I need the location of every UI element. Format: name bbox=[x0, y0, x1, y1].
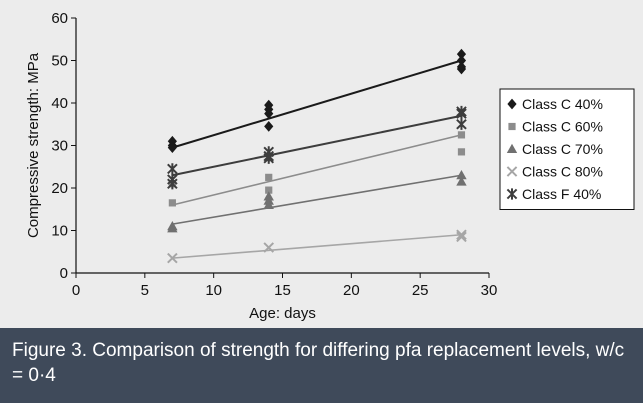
data-point-series-2 bbox=[457, 131, 466, 139]
x-tick-label: 0 bbox=[72, 282, 80, 299]
data-point-series-4 bbox=[456, 231, 467, 243]
legend-label-3: Class C 70% bbox=[522, 141, 603, 157]
legend-label-5: Class F 40% bbox=[522, 186, 601, 202]
data-point-series-3 bbox=[456, 176, 467, 186]
y-tick-label: 20 bbox=[51, 180, 68, 197]
trend-lines bbox=[172, 59, 462, 259]
legend-marker-4 bbox=[506, 166, 518, 177]
axes: 0 10 20 30 40 50 60 0 5 10 15 20 25 30 bbox=[51, 10, 497, 299]
data-point-series-1 bbox=[264, 108, 274, 120]
trend-line-3 bbox=[172, 174, 462, 225]
data-point-series-2 bbox=[457, 148, 466, 156]
y-tick-label: 10 bbox=[51, 223, 68, 240]
x-tick-label: 5 bbox=[141, 282, 149, 299]
data-point-series-2 bbox=[168, 199, 176, 207]
data-point-series-3 bbox=[263, 199, 274, 209]
y-tick-label: 50 bbox=[51, 53, 68, 70]
figure-caption: Figure 3. Comparison of strength for dif… bbox=[0, 328, 643, 403]
data-point-series-5 bbox=[456, 118, 467, 130]
y-tick-label: 30 bbox=[51, 138, 68, 155]
data-point-series-1 bbox=[167, 142, 177, 154]
data-point-series-4 bbox=[263, 242, 275, 253]
y-tick-label: 60 bbox=[51, 10, 68, 27]
data-point-series-5 bbox=[167, 163, 178, 175]
legend-label-1: Class C 40% bbox=[522, 96, 603, 112]
data-point-series-5 bbox=[456, 108, 467, 120]
y-axis-title: Compressive strength: MPa bbox=[25, 52, 42, 238]
data-point-series-5 bbox=[263, 152, 275, 164]
legend-label-4: Class C 80% bbox=[522, 164, 603, 180]
legend: Class C 40% Class C 60% Class C 70% Class C… bbox=[499, 88, 635, 210]
data-points bbox=[167, 48, 467, 264]
trend-line-2 bbox=[172, 134, 462, 206]
data-point-series-3 bbox=[263, 191, 274, 201]
data-point-series-4 bbox=[167, 252, 178, 264]
data-point-series-2 bbox=[265, 173, 273, 181]
data-point-series-4 bbox=[456, 229, 467, 241]
legend-label-2: Class C 60% bbox=[522, 119, 603, 135]
data-point-series-5 bbox=[167, 178, 178, 190]
x-tick-label: 25 bbox=[412, 282, 429, 299]
y-tick-label: 0 bbox=[60, 265, 68, 282]
data-point-series-3 bbox=[456, 170, 467, 180]
data-point-series-1 bbox=[456, 63, 467, 75]
x-tick-label: 30 bbox=[481, 282, 498, 299]
legend-marker-5 bbox=[506, 188, 518, 200]
data-point-series-1 bbox=[264, 120, 274, 132]
x-axis-title: Age: days bbox=[249, 305, 316, 322]
data-point-series-1 bbox=[456, 48, 467, 60]
data-point-series-1 bbox=[456, 55, 467, 66]
legend-marker-2 bbox=[508, 122, 516, 131]
data-point-series-1 bbox=[167, 135, 177, 147]
data-point-series-2 bbox=[265, 186, 273, 194]
trend-line-4 bbox=[172, 233, 462, 259]
chart: 0 10 20 30 40 50 60 0 5 10 15 20 25 30 Compressive st… bbox=[25, 10, 635, 322]
data-point-series-3 bbox=[167, 223, 178, 233]
trend-line-1 bbox=[172, 59, 462, 149]
x-tick-label: 20 bbox=[343, 282, 360, 299]
trend-line-5 bbox=[172, 114, 462, 177]
x-tick-label: 15 bbox=[274, 282, 291, 299]
legend-marker-1 bbox=[507, 98, 517, 110]
legend-box bbox=[499, 88, 635, 210]
legend-marker-3 bbox=[506, 143, 518, 153]
x-tick-label: 10 bbox=[205, 282, 222, 299]
y-tick-label: 40 bbox=[51, 95, 68, 112]
